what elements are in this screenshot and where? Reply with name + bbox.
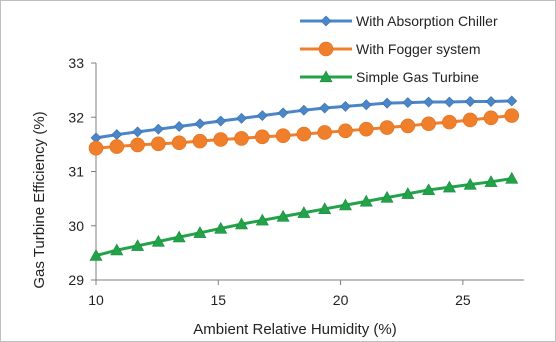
y-tick-label: 33 — [68, 55, 84, 71]
axes: 29 30 31 32 33 10 15 20 25 — [68, 55, 524, 308]
legend-entry: Simple Gas Turbine — [300, 69, 479, 85]
data-point — [152, 123, 164, 135]
data-point — [214, 221, 228, 234]
x-tick-label: 25 — [455, 292, 471, 308]
series-3 — [89, 171, 519, 261]
data-point — [109, 139, 125, 154]
data-point — [276, 209, 290, 222]
y-tick-label: 31 — [68, 164, 84, 180]
x-tick-label: 15 — [210, 292, 226, 308]
data-point — [442, 114, 457, 130]
data-point — [462, 112, 478, 128]
data-point — [235, 217, 249, 230]
x-axis-title: Ambient Relative Humidity (%) — [193, 321, 396, 338]
y-tick-label: 29 — [68, 272, 84, 288]
data-point — [236, 112, 247, 124]
data-point — [277, 107, 289, 119]
series-1 — [90, 95, 518, 144]
data-point — [172, 230, 186, 243]
data-point — [340, 100, 351, 112]
legend-label: Simple Gas Turbine — [356, 69, 479, 85]
data-point — [88, 140, 104, 156]
y-tick-label: 32 — [68, 109, 84, 125]
legend-marker — [318, 41, 334, 57]
data-point — [463, 177, 477, 190]
legend-label: With Fogger system — [356, 41, 480, 57]
x-tick-label: 10 — [88, 292, 104, 308]
data-point — [110, 243, 124, 256]
data-point — [255, 129, 270, 145]
data-point — [255, 213, 269, 226]
data-point — [89, 248, 103, 261]
data-point — [319, 102, 331, 114]
data-point — [360, 99, 372, 111]
data-point — [359, 194, 373, 207]
data-point — [338, 123, 353, 139]
y-axis-title: Gas Turbine Efficiency (%) — [31, 111, 48, 288]
data-point — [443, 96, 455, 108]
data-point — [506, 95, 518, 107]
data-point — [485, 96, 497, 107]
legend: With Absorption Chiller With Fogger syste… — [300, 13, 498, 85]
data-point — [484, 175, 498, 187]
data-point — [380, 190, 394, 203]
data-point — [151, 234, 165, 247]
legend-marker — [320, 15, 332, 27]
series-layer — [88, 95, 520, 261]
data-point — [132, 126, 144, 138]
data-point — [442, 180, 456, 193]
data-point — [400, 118, 416, 134]
data-point — [173, 121, 185, 132]
data-point — [338, 198, 352, 211]
data-point — [402, 97, 414, 109]
data-point — [379, 120, 395, 135]
data-point — [318, 202, 332, 215]
data-point — [131, 239, 145, 251]
data-point — [275, 128, 291, 143]
data-point — [213, 132, 229, 147]
data-point — [194, 118, 206, 130]
data-point — [151, 136, 166, 152]
legend-marker — [319, 70, 333, 83]
data-point — [130, 137, 145, 153]
series-2 — [88, 108, 520, 156]
legend-entry: With Absorption Chiller — [300, 13, 498, 29]
data-point — [317, 125, 332, 140]
y-tick-label: 30 — [68, 218, 84, 234]
data-point — [296, 126, 312, 142]
data-point — [234, 131, 249, 146]
legend-entry: With Fogger system — [300, 41, 480, 57]
data-point — [381, 97, 393, 109]
data-point — [505, 171, 519, 184]
data-point — [423, 96, 435, 108]
data-point — [298, 104, 310, 116]
data-point — [464, 96, 476, 107]
x-tick-label: 20 — [333, 292, 349, 308]
data-point — [421, 116, 436, 132]
data-point — [297, 206, 311, 218]
legend-label: With Absorption Chiller — [356, 13, 498, 29]
data-point — [401, 187, 415, 199]
data-point — [215, 115, 227, 127]
data-point — [171, 135, 187, 151]
data-point — [422, 183, 436, 196]
data-point — [192, 133, 208, 149]
data-point — [504, 108, 520, 123]
data-point — [358, 121, 374, 137]
data-point — [256, 110, 268, 122]
data-point — [193, 226, 207, 238]
data-point — [483, 110, 499, 126]
